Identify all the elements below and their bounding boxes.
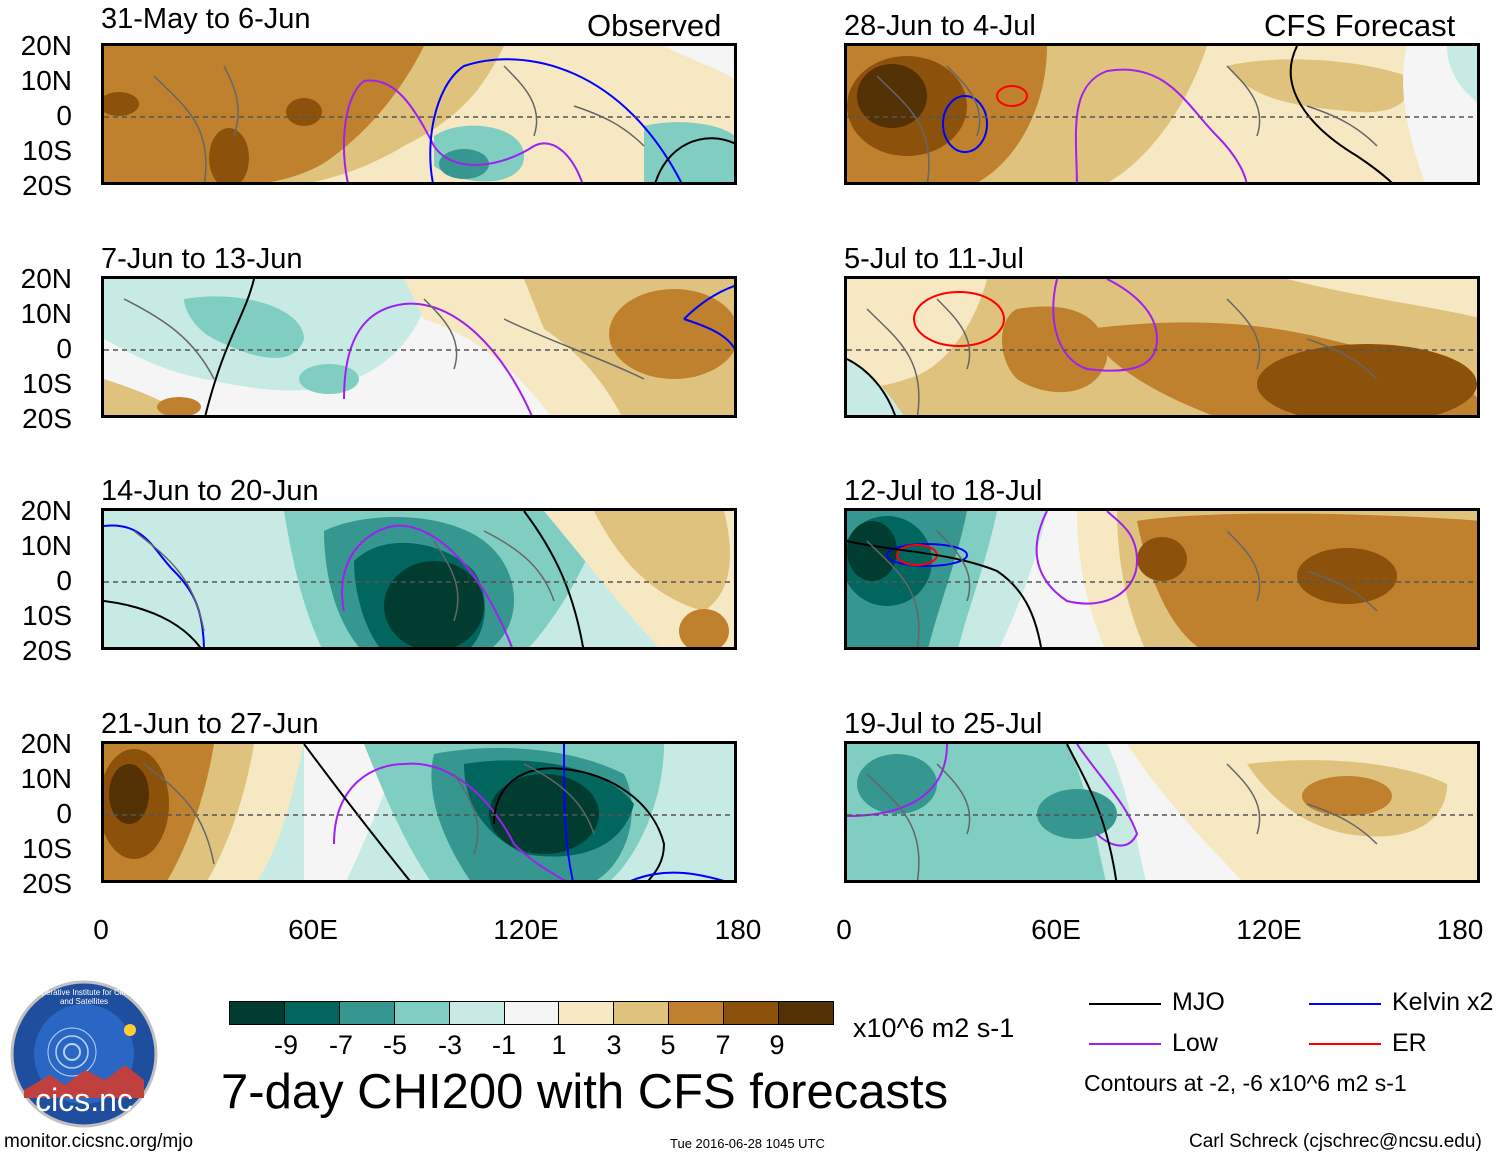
map-panel-obs-4 [101, 741, 737, 883]
figure-title: 7-day CHI200 with CFS forecasts [221, 1065, 949, 1119]
footer-author: Carl Schreck (cjschrec@ncsu.edu) [1189, 1131, 1482, 1152]
logo-icon [10, 980, 158, 1128]
colorbar-swatch [723, 1001, 780, 1025]
panel-title-fc-1: 28-Jun to 4-Jul [844, 10, 1036, 42]
contour-note: Contours at -2, -6 x10^6 m2 s-1 [1084, 1070, 1407, 1096]
legend-label-kelvin: Kelvin x2 [1392, 988, 1494, 1016]
observed-label: Observed [587, 8, 722, 43]
colorbar-swatch [613, 1001, 670, 1025]
colorbar-swatch [229, 1001, 285, 1025]
map-panel-fc-4 [844, 741, 1480, 883]
colorbar-swatch [558, 1001, 615, 1025]
colorbar-swatch [283, 1001, 340, 1025]
legend-line-mjo [1089, 1003, 1161, 1005]
legend-label-mjo: MJO [1172, 988, 1225, 1016]
cfs-forecast-label: CFS Forecast [1264, 8, 1456, 43]
logo-ring-text: Cooperative Institute for Climate and Sa… [26, 988, 142, 1006]
colorbar-swatch [338, 1001, 395, 1025]
panel-title-obs-3: 14-Jun to 20-Jun [101, 475, 319, 507]
panel-title-obs-2: 7-Jun to 13-Jun [101, 243, 303, 275]
colorbar-swatch [503, 1001, 560, 1025]
legend-line-low [1089, 1043, 1161, 1045]
logo-text: cics.nc [35, 1082, 133, 1118]
panel-title-obs-4: 21-Jun to 27-Jun [101, 708, 319, 740]
legend-label-er: ER [1392, 1029, 1427, 1057]
colorbar-swatch [778, 1001, 834, 1025]
colorbar-swatch [393, 1001, 450, 1025]
legend-line-er [1309, 1043, 1381, 1045]
map-panel-obs-1 [101, 43, 737, 185]
legend-line-kelvin [1309, 1003, 1381, 1005]
colorbar-swatch [668, 1001, 725, 1025]
map-panel-fc-3 [844, 508, 1480, 650]
map-panel-obs-3 [101, 508, 737, 650]
legend-label-low: Low [1172, 1029, 1218, 1057]
cics-logo: cics.nc Cooperative Institute for Climat… [10, 980, 158, 1128]
panel-title-fc-4: 19-Jul to 25-Jul [844, 708, 1043, 740]
colorbar-swatch [448, 1001, 505, 1025]
colorbar [229, 1001, 834, 1025]
footer-url: monitor.cicsnc.org/mjo [4, 1131, 194, 1152]
panel-title-fc-2: 5-Jul to 11-Jul [844, 243, 1024, 275]
footer-timestamp: Tue 2016-06-28 1045 UTC [670, 1136, 825, 1151]
colorbar-units: x10^6 m2 s-1 [853, 1013, 1015, 1043]
panel-title-fc-3: 12-Jul to 18-Jul [844, 475, 1043, 507]
map-panel-fc-1 [844, 43, 1480, 185]
map-panel-fc-2 [844, 276, 1480, 418]
panel-title-obs-1: 31-May to 6-Jun [101, 3, 311, 35]
map-panel-obs-2 [101, 276, 737, 418]
